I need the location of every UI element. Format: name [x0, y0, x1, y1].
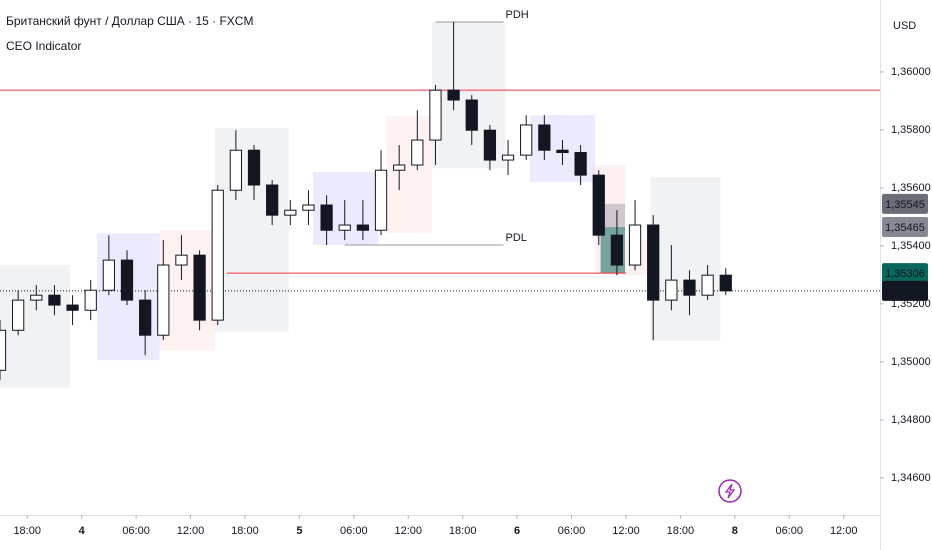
- candle-body: [701, 274, 714, 296]
- price-badge-label: 1,35465: [885, 222, 925, 234]
- price-badge-label: 1,35545: [885, 199, 925, 211]
- y-tick-label: 1,35800: [891, 124, 931, 136]
- lightning-icon[interactable]: [718, 479, 742, 503]
- session-box: [0, 265, 70, 389]
- x-tick-label: 18:00: [13, 525, 41, 537]
- price-badge-label: 1,35306: [885, 268, 925, 280]
- candle-body: [84, 289, 97, 311]
- y-tick-label: 1,35600: [891, 182, 931, 194]
- candle-body: [320, 204, 333, 231]
- candle-body: [429, 89, 442, 141]
- candle-body: [48, 294, 61, 306]
- session-box: [386, 115, 432, 234]
- candle-body: [610, 234, 624, 266]
- x-tick-label: 5: [296, 525, 302, 537]
- candle-body: [647, 224, 660, 301]
- candle-body: [12, 299, 25, 331]
- indicator-name: CEO Indicator: [6, 39, 81, 53]
- candle-body: [211, 189, 224, 321]
- x-tick-label: 4: [79, 525, 86, 537]
- session-box: [650, 177, 721, 342]
- candle-body: [338, 224, 351, 231]
- candle-body: [411, 139, 424, 166]
- x-tick-label: 06:00: [776, 525, 804, 537]
- y-tick-label: 1,34600: [891, 472, 931, 484]
- candle-body: [157, 264, 170, 336]
- candle-body: [229, 149, 243, 191]
- x-tick-label: 06:00: [558, 525, 586, 537]
- candle-body: [302, 204, 315, 211]
- x-tick-label: 12:00: [177, 525, 205, 537]
- candle-body: [683, 279, 696, 296]
- candle-body: [592, 174, 605, 236]
- candle-body: [447, 89, 460, 101]
- candle-body: [628, 224, 642, 266]
- candle-body: [102, 259, 115, 291]
- x-tick-label: 18:00: [449, 525, 477, 537]
- candle-body: [139, 299, 152, 336]
- candle-body: [30, 294, 43, 301]
- candle-body: [501, 154, 515, 161]
- candle-body: [175, 254, 188, 266]
- currency: USD: [893, 20, 916, 32]
- candle-body: [538, 124, 551, 151]
- y-tick-label: 1,35000: [891, 356, 931, 368]
- x-tick-label: 12:00: [612, 525, 640, 537]
- candle-body: [556, 149, 569, 154]
- candle-body: [266, 184, 279, 216]
- x-tick-label: 18:00: [231, 525, 259, 537]
- level-label: PDH: [506, 9, 529, 21]
- price-badge: [882, 280, 928, 301]
- x-tick-label: 6: [514, 525, 520, 537]
- candle-body: [393, 164, 406, 171]
- candle-body: [193, 254, 206, 321]
- candle-body: [465, 99, 478, 131]
- x-tick-label: 12:00: [830, 525, 858, 537]
- price-badge: [882, 193, 928, 214]
- x-tick-label: 18:00: [667, 525, 695, 537]
- y-tick-label: 1,35400: [891, 240, 931, 252]
- candle-body: [520, 124, 533, 156]
- x-tick-label: 12:00: [394, 525, 422, 537]
- candle-body: [0, 329, 7, 371]
- plot-area: PDH PDL: [0, 9, 880, 389]
- candle-body: [284, 209, 297, 216]
- candle-body: [374, 169, 388, 231]
- y-tick-label: 1,34800: [891, 414, 931, 426]
- price-badge: [882, 217, 928, 238]
- price-badge-label: 1,35245: [885, 286, 925, 298]
- candle-body: [66, 304, 79, 311]
- candle-body: [483, 129, 497, 161]
- candle-body: [574, 152, 587, 176]
- x-tick-label: 06:00: [122, 525, 150, 537]
- session-box: [600, 203, 626, 228]
- chart-title: Британский фунт / Доллар США · 15 · FXCM: [6, 14, 253, 28]
- price-badge: [882, 263, 928, 284]
- candle-body: [247, 149, 261, 186]
- candle-body: [665, 279, 678, 301]
- candle-body: [719, 274, 732, 292]
- x-tick-label: 8: [732, 525, 738, 537]
- x-tick-label: 06:00: [340, 525, 368, 537]
- y-tick-label: 1,36000: [891, 66, 931, 78]
- candle-body: [120, 259, 134, 301]
- candle-body: [356, 224, 370, 231]
- level-label: PDL: [506, 232, 527, 244]
